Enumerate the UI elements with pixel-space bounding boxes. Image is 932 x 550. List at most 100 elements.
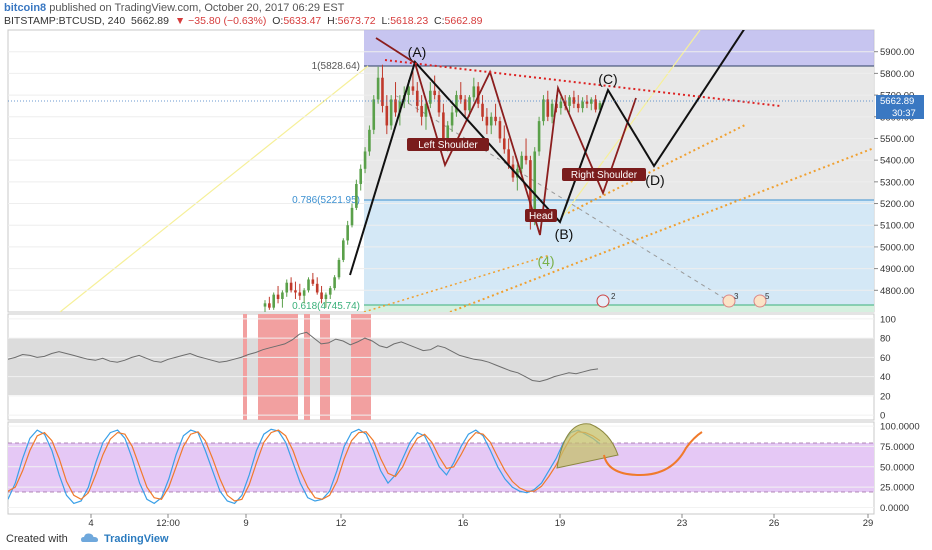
author-name[interactable]: bitcoin8	[4, 2, 47, 14]
candle-body	[424, 103, 428, 117]
candle-body	[372, 99, 376, 130]
candle-body	[429, 90, 432, 104]
candle-body	[546, 99, 550, 117]
low-value: 5618.23	[390, 15, 429, 27]
stoch-band	[8, 443, 874, 492]
rsi-axis: 0 20 40 60 80 100	[880, 314, 896, 421]
event-marker-2[interactable]: 2	[596, 292, 616, 308]
candle-body	[376, 77, 380, 100]
price-tick-label: 5000.00	[880, 242, 914, 253]
candle-body	[268, 303, 271, 308]
candle-body	[337, 259, 341, 278]
rsi-line	[8, 331, 599, 383]
stoch-d-line	[8, 429, 601, 502]
candle-body	[598, 103, 602, 110]
stoch-tick-label: 25.0000	[880, 483, 914, 494]
time-tick-label: 4	[88, 518, 93, 528]
wave-label-a: (A)	[408, 44, 427, 60]
chart-area[interactable]: 1(5828.64) 0.786(5221.95) 0.618(4745.74)…	[0, 28, 932, 528]
left-shoulder-text: Left Shoulder	[418, 140, 478, 151]
event-marker-2-label: 2	[611, 292, 616, 301]
right-shoulder-text: Right Shoulder	[571, 170, 638, 181]
price-tick-label: 5300.00	[880, 177, 914, 188]
candle-body	[572, 97, 576, 104]
rsi-ob-bar	[351, 314, 371, 420]
time-tick-label: 9	[243, 518, 248, 528]
rsi-tick-label: 80	[880, 334, 891, 345]
resistance-line	[384, 59, 781, 107]
wave-label-b: (B)	[555, 226, 574, 242]
event-marker-3[interactable]: 3	[722, 292, 739, 308]
stoch-tick-label: 100.0000	[880, 422, 920, 433]
last-price: 5662.89	[131, 15, 169, 27]
close-value: 5662.89	[444, 15, 483, 27]
candle-body	[442, 112, 445, 143]
price-axis[interactable]: 4800.00 4900.00 5000.00 5100.00 5200.00 5300.…	[874, 47, 914, 297]
close-label: C:	[434, 15, 445, 27]
candle-body	[263, 303, 267, 307]
event-marker-5[interactable]: 5	[753, 292, 770, 308]
candle-body	[594, 99, 597, 110]
fib-label-1: 1(5828.64)	[312, 61, 360, 72]
candle-body	[420, 105, 423, 117]
candle-body	[524, 155, 528, 161]
candle-body	[294, 290, 297, 293]
rsi-tick-label: 100	[880, 314, 896, 325]
candle-body	[437, 95, 441, 113]
candle-body	[516, 168, 519, 178]
candle-body	[455, 95, 458, 113]
price-tick-label: 5400.00	[880, 156, 914, 167]
rsi-tick-label: 60	[880, 353, 891, 364]
candle-body	[494, 116, 497, 122]
candle-body	[346, 225, 349, 241]
low-label: L:	[381, 15, 391, 27]
time-axis[interactable]: 4 12:00 9 12 16 19 23 26 29	[88, 514, 873, 528]
time-tick-label: 29	[863, 518, 874, 528]
price-tick-label: 4800.00	[880, 286, 914, 297]
rsi-ob-bar	[320, 314, 330, 420]
candle-body	[533, 151, 537, 221]
tradingview-brand[interactable]: TradingView	[104, 533, 169, 545]
support-line-2	[449, 147, 874, 312]
high-label: H:	[327, 15, 338, 27]
stoch-tick-label: 0.0000	[880, 503, 909, 514]
candle-body	[589, 99, 593, 104]
candle-body	[324, 294, 328, 299]
candle-body	[363, 151, 367, 169]
candle-body	[355, 184, 358, 208]
candle-body	[281, 292, 284, 299]
event-marker-5-label: 5	[765, 292, 770, 301]
stoch-tick-label: 75.0000	[880, 442, 914, 453]
candle-body	[311, 279, 315, 284]
candle-body	[307, 279, 310, 291]
candle-body	[481, 103, 484, 117]
candle-body	[298, 292, 302, 296]
wave-label-c: (C)	[598, 71, 617, 87]
open-value: 5633.47	[283, 15, 322, 27]
price-tick-label: 5200.00	[880, 199, 914, 210]
event-marker-3-label: 3	[734, 292, 739, 301]
candle-body	[520, 155, 523, 169]
stoch-axis: 0.0000 25.0000 50.0000 75.0000 100.0000	[880, 422, 920, 514]
price-tick-label: 4900.00	[880, 264, 914, 275]
left-shoulder-tag: Left Shoulder	[407, 138, 489, 151]
rsi-tick-label: 20	[880, 391, 891, 402]
chart-header: bitcoin8 published on TradingView.com, O…	[0, 0, 932, 28]
rsi-band	[8, 338, 874, 395]
candle-body	[359, 168, 363, 185]
stoch-projection-arc	[556, 423, 619, 469]
stoch-projection-curve	[603, 431, 703, 477]
rsi-tick-label: 40	[880, 372, 891, 383]
candle-body	[389, 99, 393, 126]
countdown-label: 30:37	[892, 108, 916, 119]
candle-body	[498, 121, 502, 139]
candle-body	[368, 129, 371, 152]
stoch-k-line	[8, 428, 601, 505]
candle-body	[411, 86, 415, 91]
candle-body	[459, 95, 463, 100]
price-tick-label: 5100.00	[880, 221, 914, 232]
candle-body	[394, 99, 397, 113]
head-tag: Head	[525, 209, 557, 222]
time-tick-label: 16	[458, 518, 469, 528]
tradingview-logo-icon	[81, 533, 99, 542]
